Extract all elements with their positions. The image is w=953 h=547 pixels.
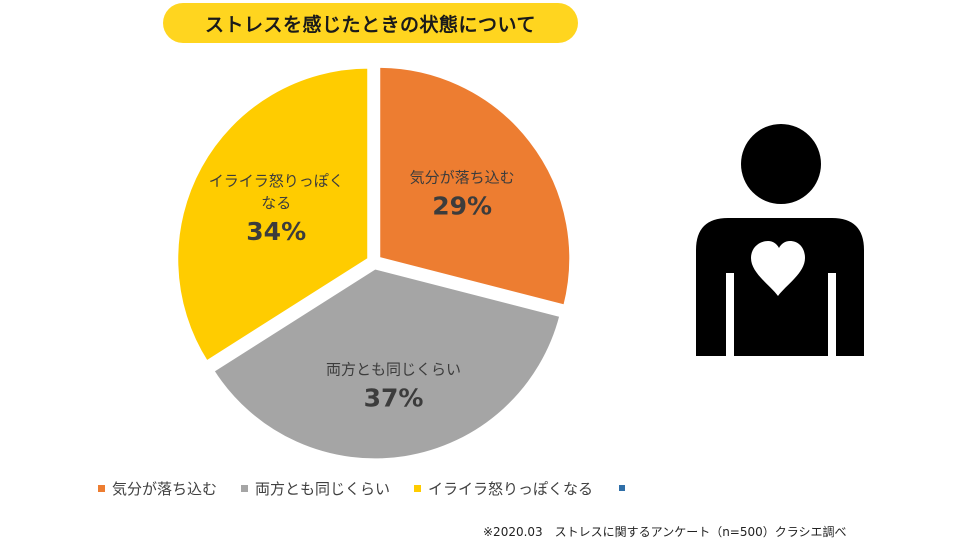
pie-slice xyxy=(210,266,563,462)
pie-slice xyxy=(377,64,573,308)
slice-label: 両方とも同じくらい xyxy=(326,361,461,379)
legend-label: イライラ怒りっぽくなる xyxy=(428,479,594,498)
legend-swatch xyxy=(98,484,105,492)
slice-label: 気分が落ち込む xyxy=(410,169,515,187)
legend-item: 気分が落ち込む xyxy=(98,478,217,499)
slice-value-label: 29% xyxy=(432,192,492,221)
legend-label: 両方とも同じくらい xyxy=(255,479,391,498)
legend-item: 両方とも同じくらい xyxy=(241,478,390,499)
source-note: ※2020.03 ストレスに関するアンケート（n=500）クラシエ調べ xyxy=(483,525,847,539)
chart-title: ストレスを感じたときの状態について xyxy=(163,3,578,43)
person-illustration xyxy=(600,78,950,368)
legend-item: イライラ怒りっぽくなる xyxy=(414,478,593,499)
heart-icon xyxy=(751,241,805,296)
slice-value-label: 34% xyxy=(246,217,306,246)
legend-swatch xyxy=(414,484,422,492)
legend-swatch xyxy=(241,484,249,492)
chart-legend: 気分が落ち込む 両方とも同じくらい イライラ怒りっぽくなる xyxy=(98,476,626,500)
slice-value-label: 37% xyxy=(364,384,424,413)
legend-extra-swatch xyxy=(619,485,626,491)
pie-slice xyxy=(175,65,371,365)
slice-label: イライラ怒りっぽく xyxy=(209,172,344,190)
legend-label: 気分が落ち込む xyxy=(112,479,218,498)
slice-label: なる xyxy=(261,194,291,212)
person-heart-icon xyxy=(696,124,864,356)
